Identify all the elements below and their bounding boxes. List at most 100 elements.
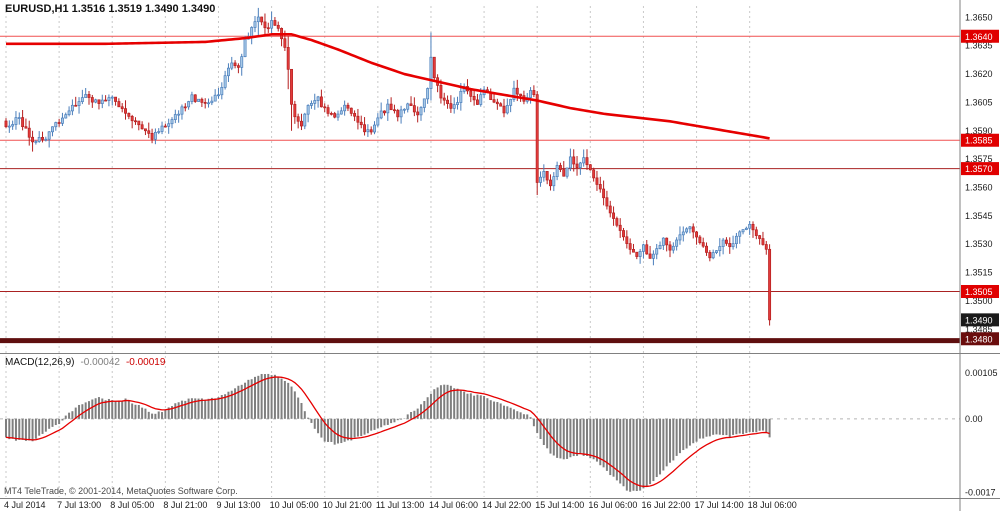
candle-body (442, 97, 446, 101)
candle-body (641, 244, 645, 252)
candle-body (658, 245, 662, 250)
candle-body (761, 238, 765, 245)
candle-body (705, 245, 708, 253)
candle-body (416, 111, 420, 116)
candle-body (718, 246, 722, 251)
indicator-label: MACD(12,26,9) -0.00042 -0.00019 (5, 357, 165, 368)
time-axis-label: 16 Jul 06:00 (588, 500, 637, 510)
candle-body (565, 167, 569, 177)
candle-body (741, 229, 745, 233)
candle-body (475, 99, 479, 105)
macd-axis-label: 0.00105 (965, 368, 998, 378)
candle-body (110, 96, 114, 99)
candle-body (74, 104, 78, 107)
price-axis-label: 1.3500 (965, 296, 993, 306)
candle-body (369, 129, 373, 133)
candle-body (167, 123, 171, 127)
candle-body (339, 110, 343, 115)
candle-body (120, 106, 124, 109)
candle-body (439, 85, 443, 99)
macd-axis[interactable]: 0.00105 0.00 -0.0017 (965, 368, 998, 497)
candle-body (97, 99, 101, 104)
candle-body (731, 243, 735, 248)
candle-body (668, 244, 672, 251)
copyright-text: MT4 TeleTrade, © 2001-2014, MetaQuotes S… (4, 486, 238, 496)
candle-body (449, 103, 453, 109)
candle-body (117, 101, 121, 108)
candle-body (562, 169, 566, 177)
candle-body (412, 105, 416, 113)
candle-body (170, 119, 174, 125)
time-axis-label: 4 Jul 2014 (4, 500, 46, 510)
candle-body (77, 101, 81, 106)
candle-body (90, 97, 94, 103)
price-axis-label: 1.3545 (965, 211, 993, 221)
candle-body (612, 212, 616, 219)
candle-body (655, 248, 659, 255)
price-axis[interactable]: 1.36501.36351.36201.36051.35901.35751.35… (961, 12, 999, 346)
candle-body (296, 116, 300, 122)
candle-body (34, 141, 38, 143)
candle-body (11, 124, 15, 127)
candle-body (197, 98, 201, 102)
candle-body (392, 109, 396, 112)
candle-body (582, 157, 586, 164)
price-axis-label: 1.3605 (965, 97, 993, 107)
candle-body (535, 94, 539, 183)
candle-body (283, 38, 287, 48)
candle-body (140, 124, 144, 130)
time-axis[interactable]: 4 Jul 2014 7 Jul 13:00 8 Jul 05:00 8 Jul 21… (4, 500, 797, 510)
candle-body (505, 105, 509, 114)
candle-body (263, 21, 267, 29)
candle-body (389, 103, 393, 111)
price-axis-label: 1.3515 (965, 268, 993, 278)
candle-body (107, 97, 111, 101)
candle-body (628, 243, 632, 250)
indicator-macd-value: -0.00042 (80, 357, 120, 368)
candle-body (256, 16, 260, 23)
price-tag-box (961, 313, 999, 327)
candle-body (114, 96, 118, 102)
candle-body (163, 125, 167, 128)
candle-body (313, 100, 317, 104)
candle-body (519, 93, 523, 96)
candle-body (319, 96, 323, 108)
candle-body (333, 113, 337, 118)
time-axis-label: 15 Jul 14:00 (535, 500, 584, 510)
candle-body (758, 235, 762, 239)
candle-body (598, 184, 602, 190)
candle-body (661, 237, 665, 246)
candle-body (515, 87, 519, 95)
time-axis-label: 14 Jul 06:00 (429, 500, 478, 510)
candle-body (67, 110, 71, 116)
time-axis-label: 8 Jul 05:00 (110, 500, 154, 510)
candle-body (399, 109, 403, 118)
candle-body (472, 95, 476, 101)
candle-body (605, 197, 609, 207)
price-tag-label: 1.3570 (965, 164, 993, 174)
moving-average-line[interactable] (6, 33, 770, 140)
candle-body (217, 94, 220, 97)
candle-body (14, 117, 18, 125)
candle-body (343, 104, 347, 112)
candle-body (7, 125, 11, 128)
candle-body (701, 242, 705, 247)
time-axis-label: 10 Jul 21:00 (323, 500, 372, 510)
candle-body (615, 218, 619, 226)
candle-body (183, 106, 187, 109)
candle-body (210, 100, 214, 104)
candle-body (632, 249, 635, 253)
indicator-name: MACD(12,26,9) (5, 357, 75, 368)
price-tag-box (961, 284, 999, 298)
candle-body (213, 94, 217, 102)
candle-body (459, 90, 463, 103)
candle-body (87, 94, 91, 98)
candle-body (572, 156, 576, 165)
candle-body (203, 102, 207, 104)
candle-body (270, 20, 274, 29)
candle-body (356, 115, 360, 123)
candle-body (495, 101, 499, 105)
candle-body (223, 75, 227, 88)
candle-body (678, 234, 682, 241)
